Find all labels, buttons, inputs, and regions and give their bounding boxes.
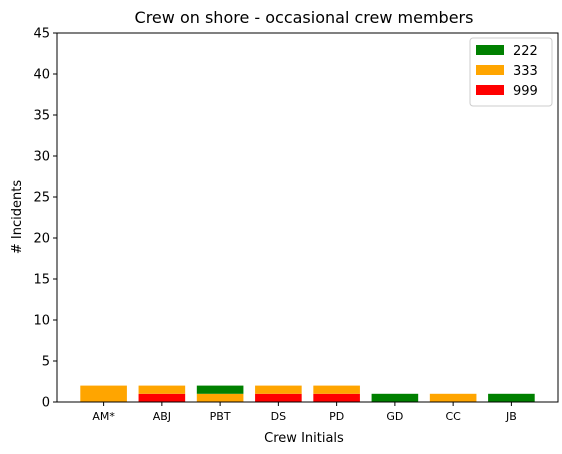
x-tick-label: PBT xyxy=(210,410,231,423)
legend-label-333: 333 xyxy=(513,64,538,79)
legend-swatch-999 xyxy=(476,85,504,95)
bar-PBT-222 xyxy=(196,385,244,394)
y-tick-label: 25 xyxy=(33,191,50,206)
x-tick-label: DS xyxy=(271,410,286,423)
bar-ABJ-333 xyxy=(138,385,186,394)
legend-label-999: 999 xyxy=(513,84,538,99)
bar-GD-222 xyxy=(371,393,419,402)
y-tick-label: 35 xyxy=(33,109,50,124)
y-tick-label: 0 xyxy=(42,396,50,411)
x-tick-label: JB xyxy=(505,410,517,423)
bar-DS-999 xyxy=(255,393,302,402)
bar-ABJ-999 xyxy=(138,393,186,402)
bar-JB-222 xyxy=(488,393,535,402)
x-tick-label: PD xyxy=(329,410,344,423)
bar-PD-999 xyxy=(313,393,360,402)
legend-label-222: 222 xyxy=(513,44,538,59)
y-tick-label: 5 xyxy=(42,355,50,370)
x-axis-label: Crew Initials xyxy=(264,431,344,446)
plot-frame xyxy=(56,32,559,403)
x-axis: AM* ABJ PBT DS PD GD CC JB xyxy=(92,402,517,423)
bar-DS-333 xyxy=(255,385,302,394)
y-tick-label: 45 xyxy=(33,27,50,42)
bar-PD-333 xyxy=(313,385,360,394)
x-tick-label: GD xyxy=(386,410,403,423)
y-axis: 0 5 10 15 20 25 30 35 40 45 xyxy=(33,27,57,411)
y-tick-label: 30 xyxy=(33,150,50,165)
y-tick-label: 20 xyxy=(33,232,50,247)
x-tick-label: AM* xyxy=(92,410,115,423)
legend-swatch-333 xyxy=(476,65,504,75)
bar-AM*-333 xyxy=(80,385,127,402)
y-tick-label: 10 xyxy=(33,314,50,329)
legend: 222 333 999 xyxy=(469,37,553,107)
bar-CC-333 xyxy=(429,393,477,402)
bar-PBT-333 xyxy=(196,393,244,402)
y-axis-label: # Incidents xyxy=(10,180,25,254)
bars-group xyxy=(80,385,535,402)
y-tick-label: 15 xyxy=(33,273,50,288)
x-tick-label: CC xyxy=(445,410,461,423)
legend-swatch-222 xyxy=(476,45,504,55)
chart-title: Crew on shore - occasional crew members xyxy=(135,8,474,27)
y-tick-label: 40 xyxy=(33,68,50,83)
x-tick-label: ABJ xyxy=(153,410,171,423)
